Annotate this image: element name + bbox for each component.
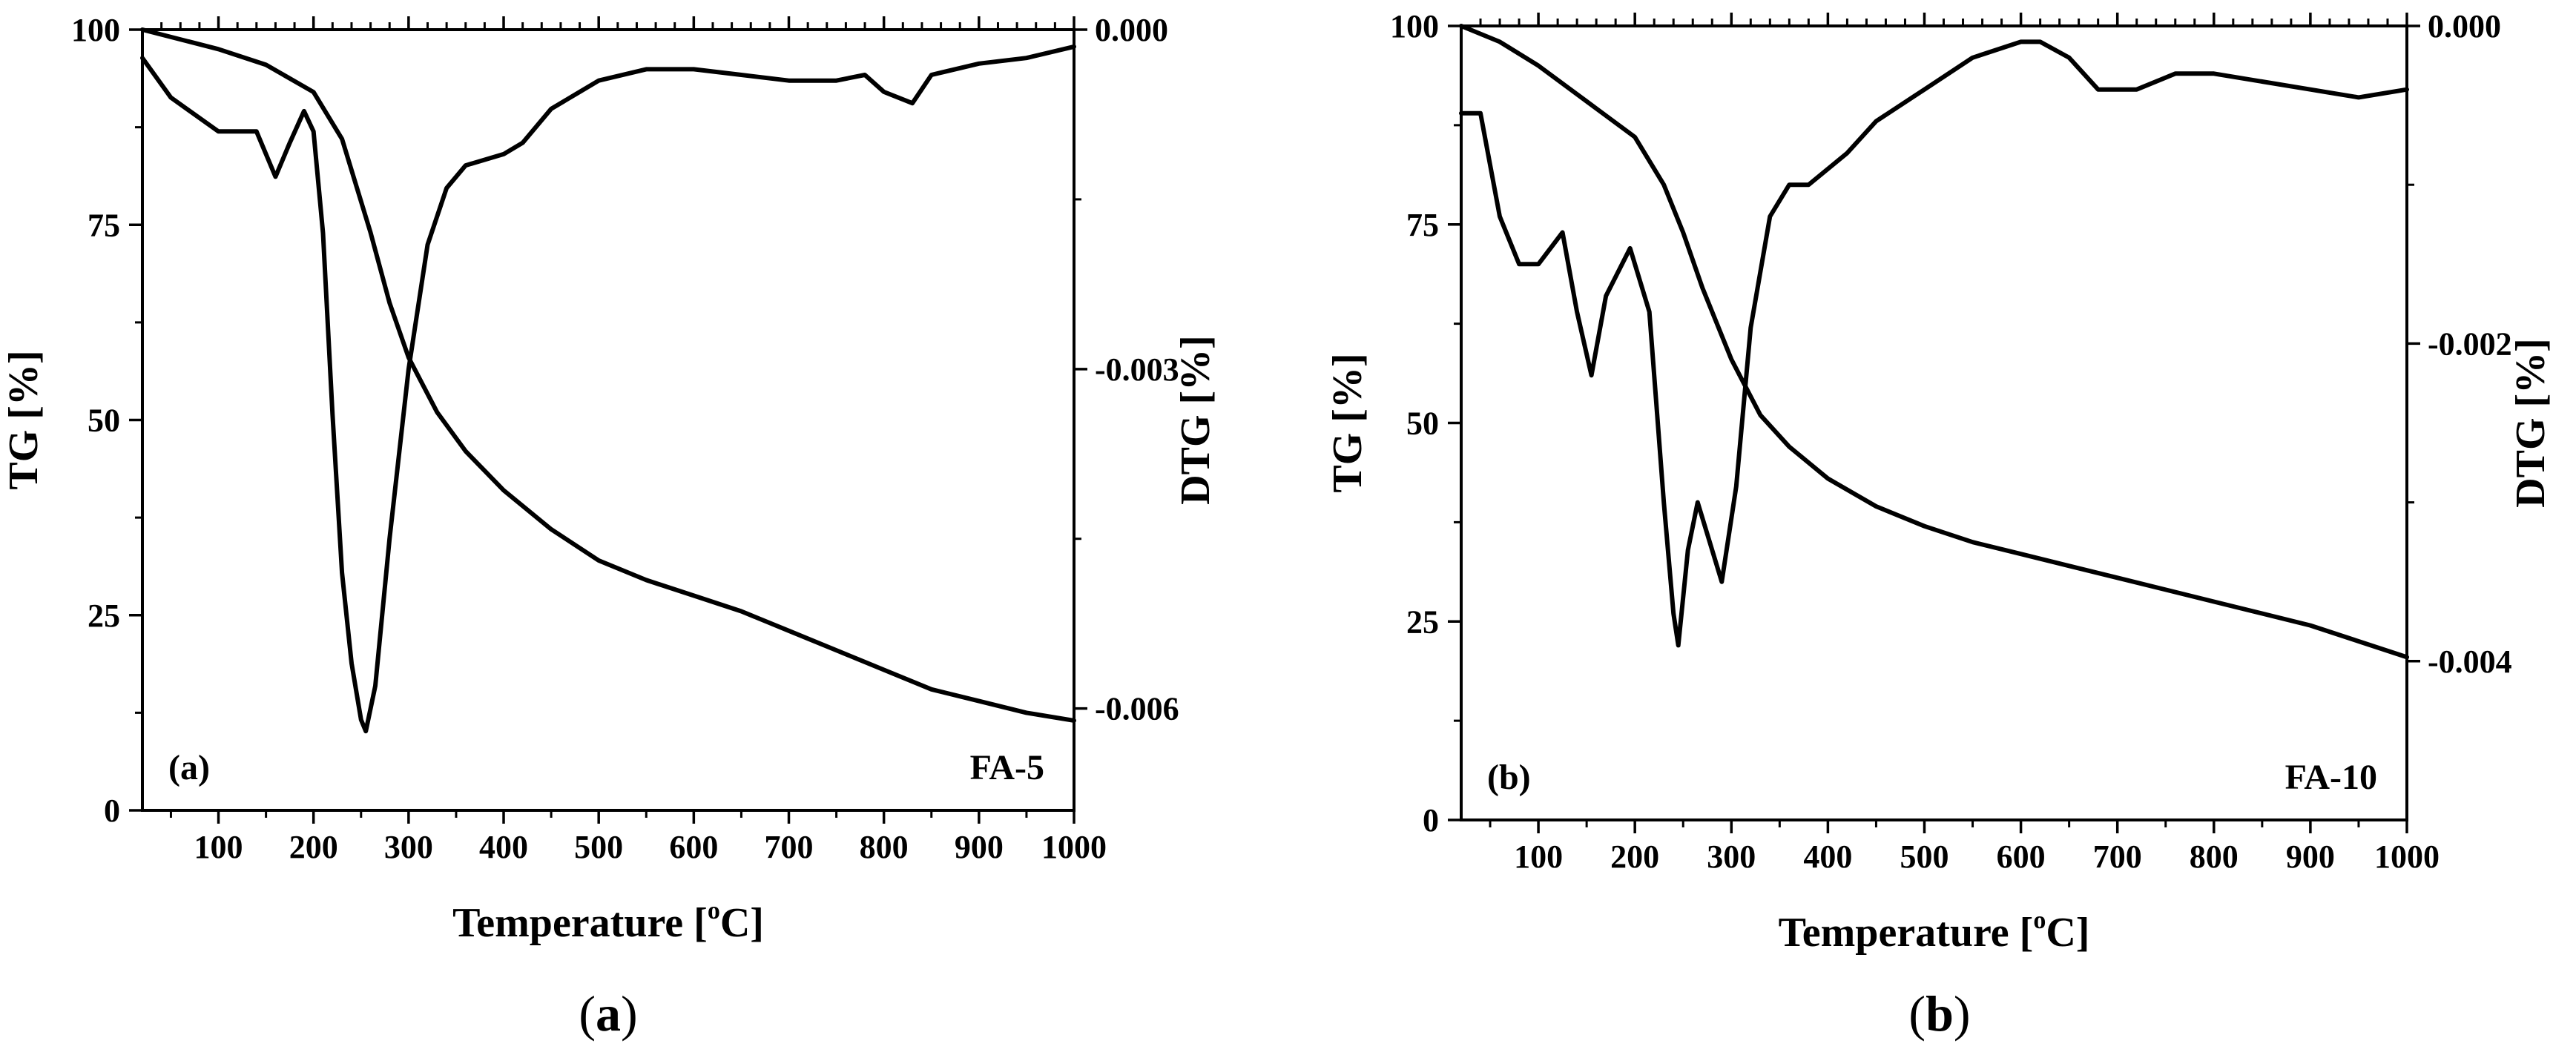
x-tick-label: 100 — [194, 829, 243, 865]
x-tick-label: 400 — [479, 829, 528, 865]
x-tick-label: 800 — [860, 829, 909, 865]
y-left-tick-label: 50 — [88, 403, 120, 439]
y-left-tick-label: 0 — [104, 793, 120, 829]
y-right-tick-label: 0.000 — [1095, 12, 1168, 48]
x-tick-label: 200 — [289, 829, 338, 865]
x-tick-label: 900 — [2286, 839, 2335, 875]
caption-close-paren: ) — [621, 985, 638, 1042]
x-tick-label: 700 — [765, 829, 814, 865]
y-left-tick-label: 25 — [88, 598, 120, 634]
series-tg-line — [140, 27, 1076, 723]
y-left-tick-label: 25 — [1406, 603, 1439, 640]
x-tick-label: 600 — [669, 829, 718, 865]
y-left-tick-label: 100 — [71, 12, 120, 48]
y-left-tick-label: 75 — [88, 207, 120, 243]
caption-open-paren: ( — [1908, 985, 1926, 1042]
x-axis-title-superscript: o — [708, 897, 720, 925]
x-tick-label: 700 — [2093, 839, 2142, 875]
x-tick-label: 1000 — [2374, 839, 2440, 875]
panel-caption: (a) — [579, 985, 637, 1042]
caption-letter: a — [596, 985, 621, 1042]
panel-tag: (b) — [1487, 758, 1531, 797]
caption-letter: b — [1926, 985, 1954, 1042]
x-tick-label: 100 — [1514, 839, 1563, 875]
panel-caption: (b) — [1908, 985, 1970, 1042]
x-axis-title-main: Temperature [ — [452, 900, 708, 946]
chart-panel-b: 100 200 300 400 500 600 700 800 900 1000 0 25 50 75 10… — [1325, 8, 2554, 1042]
y-right-tick-label: -0.006 — [1095, 691, 1179, 727]
y-left-tick-label: 50 — [1406, 406, 1439, 442]
x-axis-title: Temperature [oC] — [452, 897, 764, 946]
x-tick-label: 500 — [1900, 839, 1949, 875]
y-left-axis-title: TG [%] — [1325, 353, 1371, 492]
plot-frame — [141, 28, 1075, 812]
x-axis-title-suffix: C] — [720, 900, 764, 946]
x-tick-label: 400 — [1803, 839, 1852, 875]
x-tick-label: 900 — [955, 829, 1004, 865]
y-right-tick-label: 0.000 — [2428, 8, 2501, 44]
series-dtg-line — [140, 44, 1076, 734]
x-axis-title-superscript: o — [2033, 907, 2046, 934]
x-tick-label: 300 — [384, 829, 433, 865]
x-tick-label: 300 — [1707, 839, 1756, 875]
series-tg-line — [1459, 24, 2409, 660]
x-axis-title-suffix: C] — [2046, 910, 2089, 956]
y-right-axis-title: DTG [%] — [1173, 335, 1219, 505]
series-dtg-line — [1459, 39, 2409, 648]
plot-frame — [1460, 24, 2408, 821]
y-right-axis-title: DTG [%] — [2508, 338, 2554, 508]
caption-open-paren: ( — [579, 985, 596, 1042]
x-tick-label: 800 — [2190, 839, 2239, 875]
y-left-tick-label: 75 — [1406, 207, 1439, 243]
y-right-tick-label: -0.004 — [2428, 644, 2512, 680]
y-right-tick-label: -0.003 — [1095, 351, 1179, 388]
x-axis-title: Temperature [oC] — [1779, 907, 2090, 956]
x-tick-label: 500 — [574, 829, 623, 865]
y-left-tick-label: 100 — [1390, 8, 1439, 44]
caption-close-paren: ) — [1954, 985, 1971, 1042]
x-axis-title-main: Temperature [ — [1779, 910, 2034, 956]
sample-label: FA-10 — [2285, 758, 2377, 797]
x-tick-label: 600 — [1997, 839, 2046, 875]
x-tick-label: 1000 — [1041, 829, 1107, 865]
panel-tag: (a) — [168, 748, 210, 787]
sample-label: FA-5 — [970, 748, 1044, 787]
y-left-tick-label: 0 — [1423, 802, 1439, 839]
y-left-axis-title: TG [%] — [1, 350, 47, 489]
chart-panel-a: 100 200 300 400 500 600 700 800 900 1000 0 25 50 75 10… — [1, 12, 1219, 1042]
y-right-tick-label: -0.002 — [2428, 325, 2512, 362]
x-tick-label: 200 — [1610, 839, 1659, 875]
